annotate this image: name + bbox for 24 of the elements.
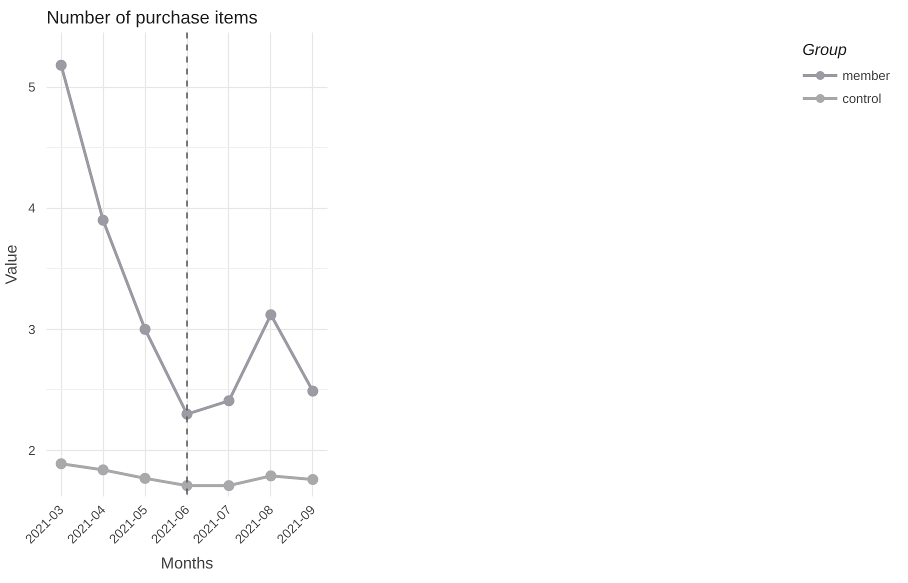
point xyxy=(98,214,109,226)
y-tick-label: 5 xyxy=(28,80,36,95)
y-tick-label: 4 xyxy=(28,200,36,216)
point xyxy=(182,408,192,420)
point xyxy=(307,474,318,486)
legend-label: control xyxy=(842,90,882,106)
legend-title: Group xyxy=(802,42,848,60)
point xyxy=(140,324,151,335)
point xyxy=(265,309,276,320)
y-tick-label: 2 xyxy=(28,442,36,458)
point xyxy=(98,464,109,476)
legend-label: member xyxy=(842,68,890,82)
y-tick-label: 3 xyxy=(28,322,36,337)
point xyxy=(140,472,151,484)
point xyxy=(265,470,276,482)
point xyxy=(307,386,318,397)
point xyxy=(182,480,192,492)
point xyxy=(223,480,234,492)
chart-title: Number of purchase items xyxy=(46,8,258,28)
x-axis-title: Months xyxy=(160,556,214,573)
point xyxy=(56,60,67,71)
point xyxy=(56,458,67,470)
point xyxy=(223,395,234,406)
y-axis-title: Value xyxy=(3,244,20,284)
